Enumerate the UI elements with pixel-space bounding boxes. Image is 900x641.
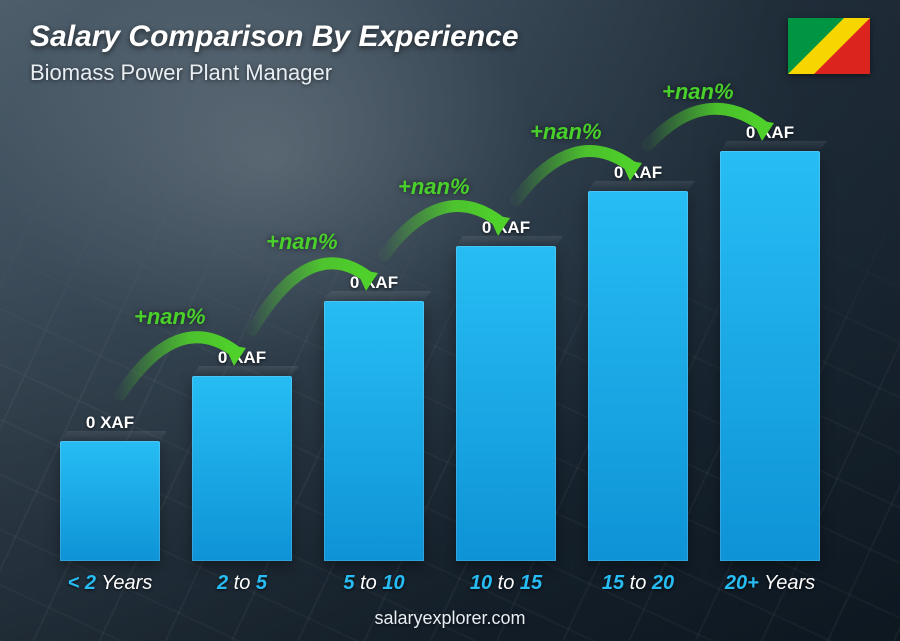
infographic-stage: Salary Comparison By Experience Biomass … — [0, 0, 900, 641]
pct-increase-label: +nan% — [134, 304, 206, 330]
footer-credit: salaryexplorer.com — [0, 608, 900, 629]
bar — [456, 246, 556, 561]
chart-title: Salary Comparison By Experience — [30, 20, 519, 54]
pct-increase-label: +nan% — [662, 79, 734, 105]
bar-slot: 0 XAF20+ Years — [710, 110, 830, 561]
bar — [588, 191, 688, 561]
x-axis-label: < 2 Years — [50, 572, 170, 595]
x-axis-label: 20+ Years — [710, 572, 830, 595]
x-axis-label: 15 to 20 — [578, 572, 698, 595]
bar — [720, 151, 820, 561]
increase-arrow — [624, 59, 788, 169]
bar — [60, 441, 160, 561]
pct-increase-label: +nan% — [398, 174, 470, 200]
bar-chart: 0 XAF< 2 Years0 XAF2 to 50 XAF5 to 100 X… — [50, 110, 830, 561]
x-axis-label: 2 to 5 — [182, 572, 302, 595]
chart-subtitle: Biomass Power Plant Manager — [30, 60, 332, 86]
x-axis-label: 10 to 15 — [446, 572, 566, 595]
pct-increase-label: +nan% — [266, 229, 338, 255]
flag-congo — [788, 18, 870, 74]
x-axis-label: 5 to 10 — [314, 572, 434, 595]
pct-increase-label: +nan% — [530, 119, 602, 145]
